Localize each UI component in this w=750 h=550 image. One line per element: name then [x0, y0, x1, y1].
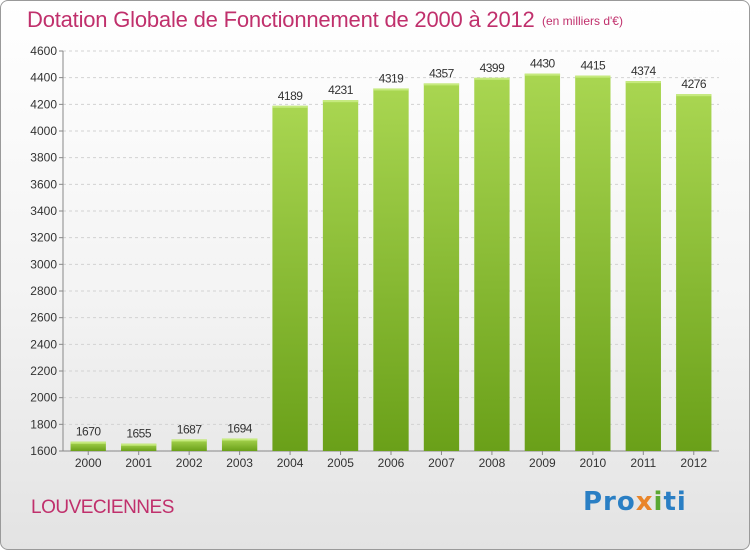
proxiti-logo: Proxiti	[583, 487, 687, 517]
value-label: 4276	[681, 77, 707, 91]
bar-top-highlight	[221, 438, 258, 441]
value-label: 4231	[328, 83, 354, 97]
x-tick-label: 2011	[630, 456, 656, 470]
value-label: 1687	[177, 422, 203, 436]
bar-2010	[575, 75, 611, 452]
x-tick-label: 2012	[680, 456, 707, 470]
bar-top-highlight	[272, 105, 308, 108]
y-tick-label: 2800	[30, 284, 57, 298]
bar-top-highlight	[625, 81, 661, 84]
value-label: 1670	[76, 425, 102, 439]
bar-2009	[524, 73, 561, 452]
x-tick-label: 2000	[75, 456, 102, 470]
bar-top-highlight	[474, 77, 510, 80]
bar-top-highlight	[171, 439, 207, 442]
bar-2012	[676, 94, 712, 451]
chart-unit-note: (en milliers d'€)	[542, 14, 623, 28]
bar-top-highlight	[676, 94, 712, 97]
y-tick-label: 4000	[30, 124, 57, 138]
bar-top-highlight	[423, 83, 460, 86]
y-tick-label: 4400	[30, 71, 57, 85]
y-tick-label: 3400	[30, 204, 57, 218]
value-label: 4430	[530, 57, 556, 71]
value-label: 4357	[429, 66, 455, 80]
y-tick-label: 3000	[30, 257, 57, 271]
logo-part-4: ti	[663, 487, 687, 517]
y-tick-label: 3800	[30, 151, 57, 165]
bar-top-highlight	[70, 441, 106, 444]
bar-2006	[373, 88, 409, 451]
x-tick-label: 2009	[529, 456, 556, 470]
y-tick-label: 1800	[30, 417, 57, 431]
x-tick-label: 2006	[378, 456, 405, 470]
bar-top-highlight	[575, 75, 611, 78]
bar-2003	[221, 438, 258, 451]
x-tick-label: 2003	[226, 456, 253, 470]
y-tick-label: 2600	[30, 311, 57, 325]
city-name: LOUVECIENNES	[31, 497, 174, 518]
x-tick-label: 2005	[327, 456, 354, 470]
value-label: 4374	[631, 64, 657, 78]
bar-top-highlight	[373, 88, 409, 91]
y-tick-label: 3600	[30, 177, 57, 191]
bar-top-highlight	[322, 100, 359, 103]
logo-part-2: x	[635, 487, 654, 517]
logo-part-3: i	[653, 487, 664, 517]
x-tick-label: 2010	[579, 456, 606, 470]
value-label: 4399	[480, 61, 506, 75]
bar-top-highlight	[121, 443, 157, 446]
y-tick-label: 1600	[30, 444, 57, 458]
y-tick-label: 2400	[30, 337, 57, 351]
bar-2007	[423, 83, 460, 452]
bar-2000	[70, 441, 106, 451]
bar-top-highlight	[524, 73, 561, 76]
value-label: 1655	[126, 427, 152, 441]
y-tick-label: 2000	[30, 391, 57, 405]
bar-2008	[474, 77, 510, 452]
bar-2005	[322, 100, 359, 451]
y-tick-label: 4600	[30, 44, 57, 58]
bars	[70, 73, 712, 452]
value-label: 4319	[379, 71, 405, 85]
y-tick-label: 2200	[30, 364, 57, 378]
y-tick-label: 3200	[30, 231, 57, 245]
bar-2002	[171, 439, 207, 451]
value-label: 1694	[227, 421, 253, 435]
x-tick-label: 2004	[277, 456, 304, 470]
chart-title: Dotation Globale de Fonctionnement de 20…	[27, 7, 535, 32]
x-tick-label: 2002	[176, 456, 203, 470]
x-tick-label: 2001	[125, 456, 152, 470]
value-label: 4415	[580, 59, 606, 73]
value-label: 4189	[278, 89, 304, 103]
x-tick-label: 2008	[479, 456, 506, 470]
y-tick-label: 4200	[30, 97, 57, 111]
logo-part-1: Pro	[583, 487, 636, 517]
x-tick-label: 2007	[428, 456, 455, 470]
labels: 1600 1800 2000 2200 2400 2600 2800 3000 3200 3400…	[30, 44, 707, 470]
bar-2001	[121, 443, 157, 451]
bar-2004	[272, 105, 308, 452]
bar-2011	[625, 81, 661, 451]
